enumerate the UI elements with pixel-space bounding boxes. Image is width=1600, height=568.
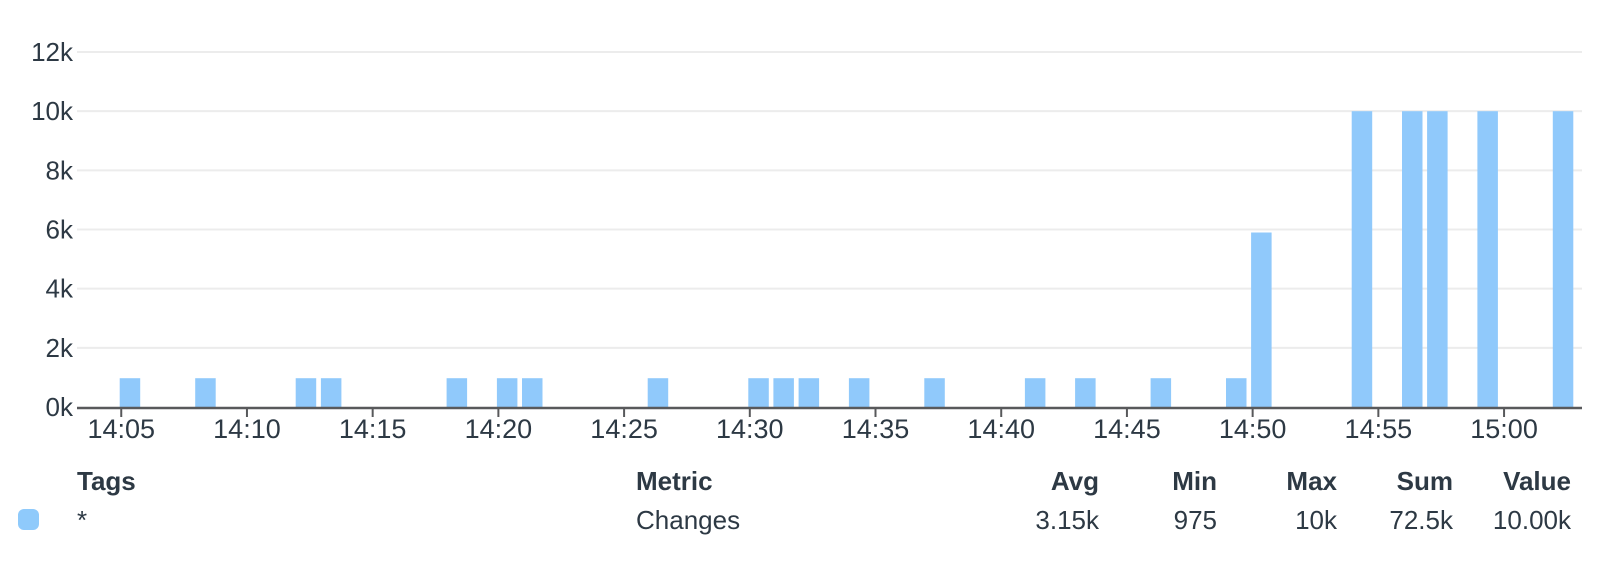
- y-tick-label: 4k: [46, 274, 74, 304]
- legend-current-value: 10.00k: [1492, 505, 1571, 535]
- bar-14:30[interactable]: [748, 378, 769, 407]
- x-tick-label: 14:15: [339, 414, 407, 444]
- bar-14:21[interactable]: [522, 378, 543, 407]
- bar-14:05[interactable]: [119, 378, 141, 407]
- x-tick-label: 14:30: [716, 414, 784, 444]
- bar-14:18[interactable]: [446, 378, 468, 407]
- bar-14:57[interactable]: [1427, 111, 1448, 407]
- legend-header-max: Max: [1286, 466, 1337, 496]
- x-tick-label: 14:10: [213, 414, 281, 444]
- legend-series-row[interactable]: [0, 500, 1600, 542]
- bar-14:54[interactable]: [1351, 111, 1373, 407]
- legend-metric-value: Changes: [636, 505, 741, 535]
- bar-14:49[interactable]: [1226, 378, 1247, 407]
- x-tick-label: 14:50: [1219, 414, 1287, 444]
- legend-max-value: 10k: [1295, 505, 1337, 535]
- legend-header-metric: Metric: [636, 466, 713, 496]
- legend-avg-value: 3.15k: [1035, 505, 1099, 535]
- bar-14:13[interactable]: [320, 378, 342, 407]
- y-tick-label: 0k: [46, 392, 74, 422]
- bar-14:50[interactable]: [1251, 232, 1272, 408]
- y-tick-label: 10k: [31, 96, 74, 126]
- bar-14:26[interactable]: [647, 378, 669, 407]
- legend-table: Tags Metric Avg Min Max Sum Value * Chan…: [0, 445, 1600, 568]
- bar-14:12[interactable]: [295, 378, 317, 407]
- bar-14:37[interactable]: [924, 378, 945, 407]
- x-tick-label: 14:05: [87, 414, 155, 444]
- legend-min-value: 975: [1173, 505, 1217, 535]
- x-tick-label: 14:25: [590, 414, 658, 444]
- y-tick-label: 6k: [46, 215, 74, 245]
- x-tick-label: 14:35: [842, 414, 910, 444]
- bar-14:20[interactable]: [496, 378, 518, 407]
- chart-area[interactable]: 0k 2k 4k 6k 8k 10k 12k 14:05 14:10 14:15 14:20 14:2…: [0, 0, 1600, 445]
- x-tick-label: 14:45: [1093, 414, 1161, 444]
- x-tick-label: 14:55: [1345, 414, 1413, 444]
- y-tick-label: 12k: [31, 37, 74, 67]
- x-tick-label: 14:40: [967, 414, 1035, 444]
- x-tick-label: 14:20: [465, 414, 533, 444]
- legend-header-value: Value: [1503, 466, 1571, 496]
- legend-header-min: Min: [1172, 466, 1217, 496]
- bar-14:31[interactable]: [773, 378, 794, 407]
- legend-header-avg: Avg: [1050, 466, 1099, 496]
- bar-14:43[interactable]: [1075, 378, 1096, 407]
- changes-bar-chart[interactable]: 0k 2k 4k 6k 8k 10k 12k 14:05 14:10 14:15 14:20 14:2…: [0, 0, 1600, 445]
- bar-14:46[interactable]: [1150, 378, 1172, 407]
- legend-sum-value: 72.5k: [1389, 505, 1453, 535]
- bar-14:08[interactable]: [195, 378, 216, 407]
- x-tick-label: 15:00: [1470, 414, 1538, 444]
- y-tick-label: 2k: [46, 333, 74, 363]
- bar-14:32[interactable]: [798, 378, 820, 407]
- bar-14:56[interactable]: [1402, 111, 1423, 407]
- legend-tags-value: *: [77, 505, 88, 535]
- bar-14:41[interactable]: [1024, 378, 1046, 407]
- bar-14:59[interactable]: [1477, 111, 1498, 407]
- legend-header-sum: Sum: [1396, 466, 1453, 496]
- bar-15:02[interactable]: [1552, 111, 1574, 407]
- y-tick-label: 8k: [46, 155, 74, 185]
- series-color-swatch-icon[interactable]: [18, 509, 39, 530]
- legend-header-tags: Tags: [77, 466, 136, 496]
- bar-14:34[interactable]: [848, 378, 870, 407]
